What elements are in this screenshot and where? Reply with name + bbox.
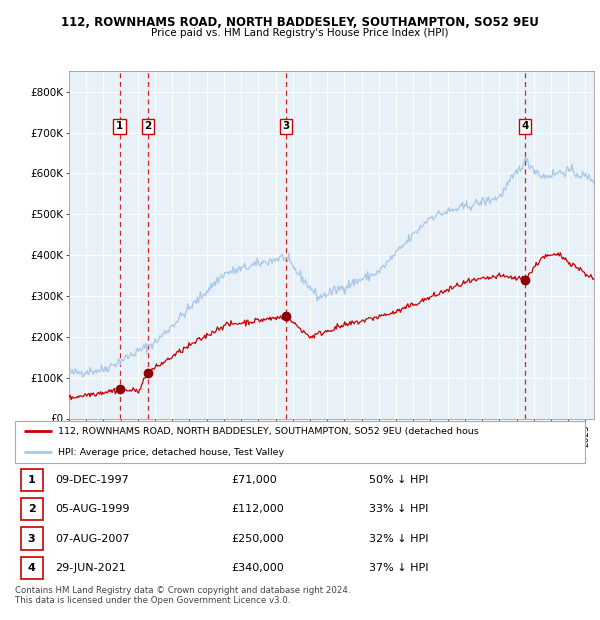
Text: £112,000: £112,000 <box>231 504 284 514</box>
Text: £250,000: £250,000 <box>231 534 284 544</box>
Text: 2: 2 <box>28 504 35 514</box>
Text: 112, ROWNHAMS ROAD, NORTH BADDESLEY, SOUTHAMPTON, SO52 9EU: 112, ROWNHAMS ROAD, NORTH BADDESLEY, SOU… <box>61 16 539 29</box>
Text: 112, ROWNHAMS ROAD, NORTH BADDESLEY, SOUTHAMPTON, SO52 9EU (detached hous: 112, ROWNHAMS ROAD, NORTH BADDESLEY, SOU… <box>58 427 479 436</box>
Text: 07-AUG-2007: 07-AUG-2007 <box>55 534 130 544</box>
Text: Contains HM Land Registry data © Crown copyright and database right 2024.
This d: Contains HM Land Registry data © Crown c… <box>15 586 350 605</box>
Bar <box>20 498 43 520</box>
Text: 37% ↓ HPI: 37% ↓ HPI <box>369 563 428 573</box>
Text: £71,000: £71,000 <box>231 475 277 485</box>
Text: Price paid vs. HM Land Registry's House Price Index (HPI): Price paid vs. HM Land Registry's House … <box>151 28 449 38</box>
Text: 09-DEC-1997: 09-DEC-1997 <box>55 475 129 485</box>
Bar <box>20 557 43 579</box>
Text: 3: 3 <box>282 122 290 131</box>
Text: 33% ↓ HPI: 33% ↓ HPI <box>369 504 428 514</box>
Bar <box>20 469 43 491</box>
Text: 05-AUG-1999: 05-AUG-1999 <box>55 504 130 514</box>
Text: 3: 3 <box>28 534 35 544</box>
Bar <box>20 528 43 550</box>
Text: 32% ↓ HPI: 32% ↓ HPI <box>369 534 428 544</box>
Text: 4: 4 <box>521 122 529 131</box>
Text: £340,000: £340,000 <box>231 563 284 573</box>
Text: 1: 1 <box>116 122 123 131</box>
Text: 4: 4 <box>28 563 35 573</box>
Text: HPI: Average price, detached house, Test Valley: HPI: Average price, detached house, Test… <box>58 448 284 457</box>
Text: 1: 1 <box>28 475 35 485</box>
Text: 50% ↓ HPI: 50% ↓ HPI <box>369 475 428 485</box>
Text: 29-JUN-2021: 29-JUN-2021 <box>55 563 126 573</box>
Text: 2: 2 <box>145 122 152 131</box>
